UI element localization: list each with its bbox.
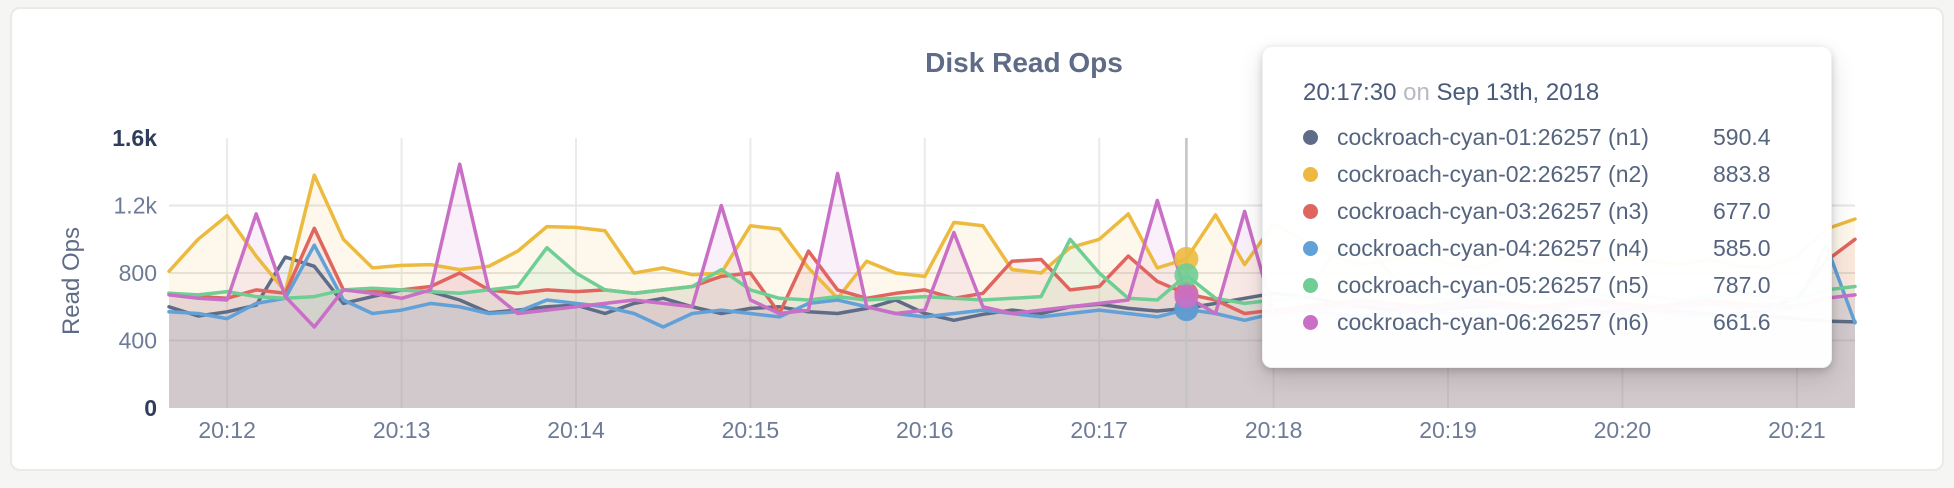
tooltip-rows: cockroach-cyan-01:26257 (n1) 590.4 cockroa… xyxy=(1303,119,1801,341)
x-tick-label: 20:13 xyxy=(373,417,431,443)
series-color-dot-icon xyxy=(1303,130,1318,145)
x-tick-label: 20:14 xyxy=(547,417,605,443)
x-tick-label: 20:15 xyxy=(722,417,780,443)
series-value: 661.6 xyxy=(1713,309,1771,335)
tooltip-connector: on xyxy=(1403,79,1430,106)
tooltip-time: 20:17:30 xyxy=(1303,79,1397,106)
hover-dot-n5 xyxy=(1174,263,1199,288)
x-tick-label: 20:18 xyxy=(1245,417,1303,443)
series-color-dot-icon xyxy=(1303,204,1318,219)
tooltip-row: cockroach-cyan-05:26257 (n5) 787.0 xyxy=(1303,267,1801,304)
tooltip-title: 20:17:30 on Sep 13th, 2018 xyxy=(1303,79,1801,107)
tooltip-row: cockroach-cyan-02:26257 (n2) 883.8 xyxy=(1303,156,1801,193)
series-value: 590.4 xyxy=(1713,124,1771,150)
x-tick-label: 20:20 xyxy=(1594,417,1652,443)
x-tick-label: 20:21 xyxy=(1768,417,1826,443)
x-tick-label: 20:12 xyxy=(198,417,256,443)
y-tick-label: 1.6k xyxy=(112,125,157,151)
tooltip-row: cockroach-cyan-01:26257 (n1) 590.4 xyxy=(1303,119,1801,156)
series-name: cockroach-cyan-02:26257 (n2) xyxy=(1337,161,1649,187)
tooltip-row: cockroach-cyan-06:26257 (n6) 661.6 xyxy=(1303,304,1801,341)
series-name: cockroach-cyan-05:26257 (n5) xyxy=(1337,272,1649,298)
series-value: 677.0 xyxy=(1713,198,1771,224)
x-tick-label: 20:16 xyxy=(896,417,954,443)
x-tick-label: 20:17 xyxy=(1070,417,1128,443)
series-name: cockroach-cyan-03:26257 (n3) xyxy=(1337,198,1649,224)
tooltip-row: cockroach-cyan-03:26257 (n3) 677.0 xyxy=(1303,193,1801,230)
chart-title: Disk Read Ops xyxy=(925,47,1123,78)
series-name: cockroach-cyan-06:26257 (n6) xyxy=(1337,309,1649,335)
hover-tooltip: 20:17:30 on Sep 13th, 2018 cockroach-cya… xyxy=(1262,46,1832,368)
hover-dot-n6 xyxy=(1174,284,1199,309)
series-name: cockroach-cyan-01:26257 (n1) xyxy=(1337,124,1649,150)
y-tick-label: 400 xyxy=(119,328,157,354)
y-tick-label: 800 xyxy=(119,260,157,286)
series-color-dot-icon xyxy=(1303,278,1318,293)
series-value: 883.8 xyxy=(1713,161,1771,187)
y-tick-label: 0 xyxy=(144,395,157,421)
series-area-n1 xyxy=(169,257,1855,408)
series-color-dot-icon xyxy=(1303,315,1318,330)
series-color-dot-icon xyxy=(1303,241,1318,256)
tooltip-date: Sep 13th, 2018 xyxy=(1436,79,1600,106)
x-tick-label: 20:19 xyxy=(1419,417,1477,443)
series-color-dot-icon xyxy=(1303,167,1318,182)
series-value: 787.0 xyxy=(1713,272,1771,298)
tooltip-row: cockroach-cyan-04:26257 (n4) 585.0 xyxy=(1303,230,1801,267)
series-value: 585.0 xyxy=(1713,235,1771,261)
series-name: cockroach-cyan-04:26257 (n4) xyxy=(1337,235,1649,261)
y-tick-label: 1.2k xyxy=(114,193,158,219)
